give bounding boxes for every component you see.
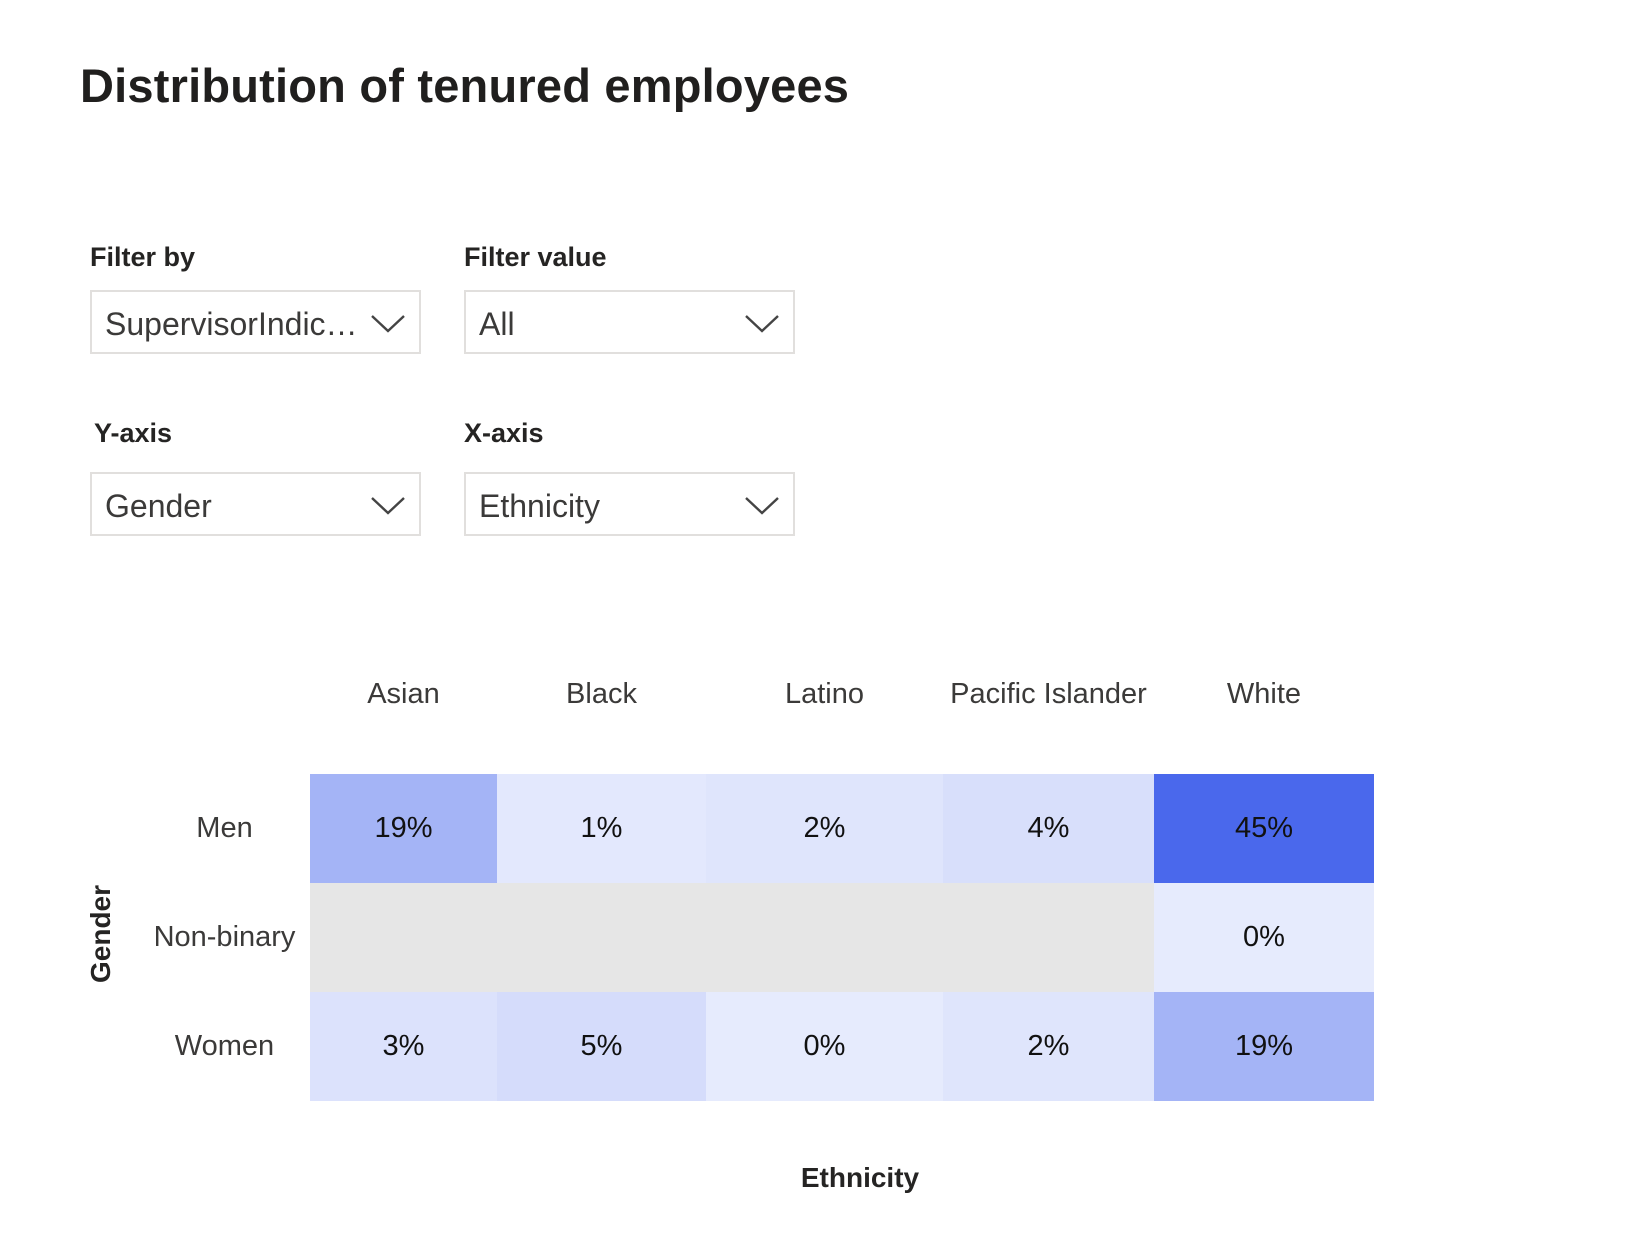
filter-value-dropdown[interactable]: All <box>464 290 795 354</box>
heatmap-cell[interactable]: 0% <box>1154 883 1374 992</box>
filter-by-value: SupervisorIndica... <box>105 306 361 342</box>
heatmap-cell[interactable]: 45% <box>1154 774 1374 883</box>
heatmap-cell[interactable] <box>310 883 497 992</box>
column-header-pacific-islander: Pacific Islander <box>950 678 1147 710</box>
x-axis-value: Ethnicity <box>479 488 600 524</box>
x-axis-dropdown[interactable]: Ethnicity <box>464 472 795 536</box>
chevron-down-icon <box>745 497 779 515</box>
heatmap-cell[interactable] <box>943 883 1154 992</box>
y-axis-value: Gender <box>105 488 212 524</box>
heatmap-cell[interactable] <box>497 883 706 992</box>
filter-value-value: All <box>479 306 515 342</box>
x-axis-label: X-axis <box>464 418 544 448</box>
y-axis-dropdown[interactable]: Gender <box>90 472 421 536</box>
filter-by-label: Filter by <box>90 242 196 272</box>
column-header-white: White <box>1226 678 1302 710</box>
row-header-non-binary: Non-binary <box>153 920 296 953</box>
filter-value-label: Filter value <box>464 242 607 272</box>
heatmap-cell[interactable]: 2% <box>706 774 943 883</box>
heatmap-cell[interactable]: 0% <box>706 992 943 1101</box>
heatmap-cell[interactable]: 5% <box>497 992 706 1101</box>
column-header-black: Black <box>566 678 637 710</box>
row-header-men: Men <box>196 811 253 844</box>
heatmap-cell[interactable]: 4% <box>943 774 1154 883</box>
y-axis-label: Y-axis <box>94 418 173 448</box>
column-header-asian: Asian <box>367 678 440 710</box>
y-axis-title: Gender <box>85 884 116 983</box>
chevron-down-icon <box>371 315 405 333</box>
heatmap-cell[interactable]: 1% <box>497 774 706 883</box>
heatmap-cell[interactable]: 3% <box>310 992 497 1101</box>
heatmap-cell[interactable]: 2% <box>943 992 1154 1101</box>
row-header-women: Women <box>174 1029 275 1062</box>
chevron-down-icon <box>745 315 779 333</box>
chevron-down-icon <box>371 497 405 515</box>
x-axis-title: Ethnicity <box>800 1162 920 1193</box>
heatmap-cell[interactable]: 19% <box>1154 992 1374 1101</box>
filter-by-dropdown[interactable]: SupervisorIndica... <box>90 290 421 354</box>
heatmap-cell[interactable] <box>706 883 943 992</box>
column-header-latino: Latino <box>784 678 864 710</box>
page-title: Distribution of tenured employees <box>80 59 850 112</box>
heatmap-cell[interactable]: 19% <box>310 774 497 883</box>
